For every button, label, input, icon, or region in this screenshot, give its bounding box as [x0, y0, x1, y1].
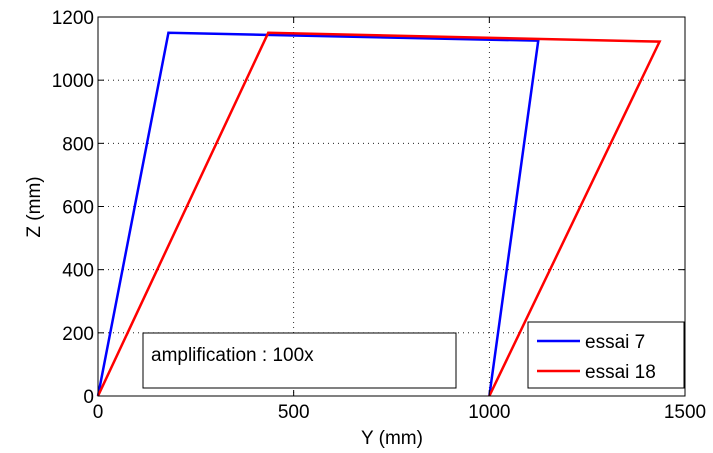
x-tick-label: 0 [93, 402, 104, 423]
y-tick-label: 1000 [52, 71, 94, 92]
legend-label-essai-18: essai 18 [585, 362, 656, 383]
annotation-box: amplification : 100x [142, 332, 457, 389]
legend: essai 7 essai 18 [527, 321, 685, 389]
axis-ticks: 0 500 1000 1500 0 200 400 600 800 1000 1200 [52, 8, 706, 423]
y-tick-label: 1200 [52, 8, 94, 29]
plot-series [96, 31, 662, 397]
annotation-frame [142, 332, 457, 389]
x-axis-label: Y (mm) [361, 428, 423, 449]
series-line-essai-18 [96, 31, 662, 397]
y-tick-label: 0 [83, 387, 94, 408]
series-line-essai-7 [96, 31, 540, 397]
y-axis-label: Z (mm) [24, 176, 45, 237]
y-tick-label: 800 [62, 134, 94, 155]
x-tick-label: 1500 [664, 402, 706, 423]
y-tick-label: 200 [62, 324, 94, 345]
legend-label-essai-7: essai 7 [585, 332, 645, 353]
legend-frame [527, 321, 685, 389]
x-tick-label: 1000 [468, 402, 510, 423]
y-tick-label: 600 [62, 198, 94, 219]
x-tick-label: 500 [278, 402, 310, 423]
y-tick-label: 400 [62, 261, 94, 282]
annotation-text: amplification : 100x [151, 345, 314, 366]
